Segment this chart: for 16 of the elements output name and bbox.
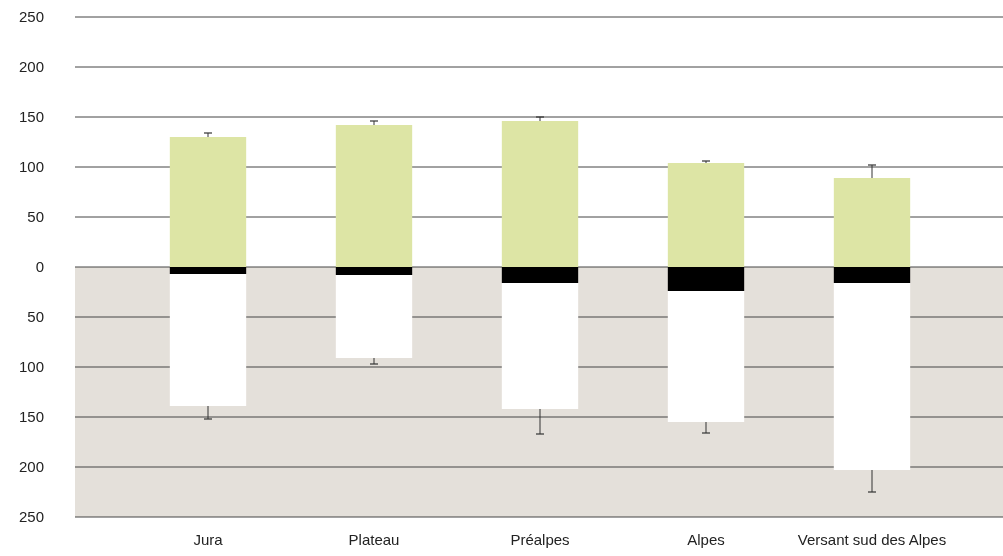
y-tick-label: 50 <box>27 208 44 226</box>
y-tick-label: 250 <box>18 8 44 26</box>
y-tick-label: 200 <box>18 58 44 76</box>
x-tick-label: Alpes <box>687 531 725 548</box>
x-tick-label: Plateau <box>348 531 400 548</box>
x-tick-label: Versant sud des Alpes <box>797 531 947 548</box>
y-tick-label: 250 <box>18 508 44 526</box>
y-tick-label: 0 <box>35 258 44 276</box>
y-tick-label: 50 <box>27 308 44 326</box>
y-tick-label: 150 <box>18 108 44 126</box>
x-tick-label: Préalpes <box>510 531 570 548</box>
y-tick-label: 100 <box>18 158 44 176</box>
y-tick-label: 200 <box>18 458 44 476</box>
x-tick-label: Jura <box>193 531 224 548</box>
y-tick-label: 100 <box>18 358 44 376</box>
y-tick-label: 150 <box>18 408 44 426</box>
